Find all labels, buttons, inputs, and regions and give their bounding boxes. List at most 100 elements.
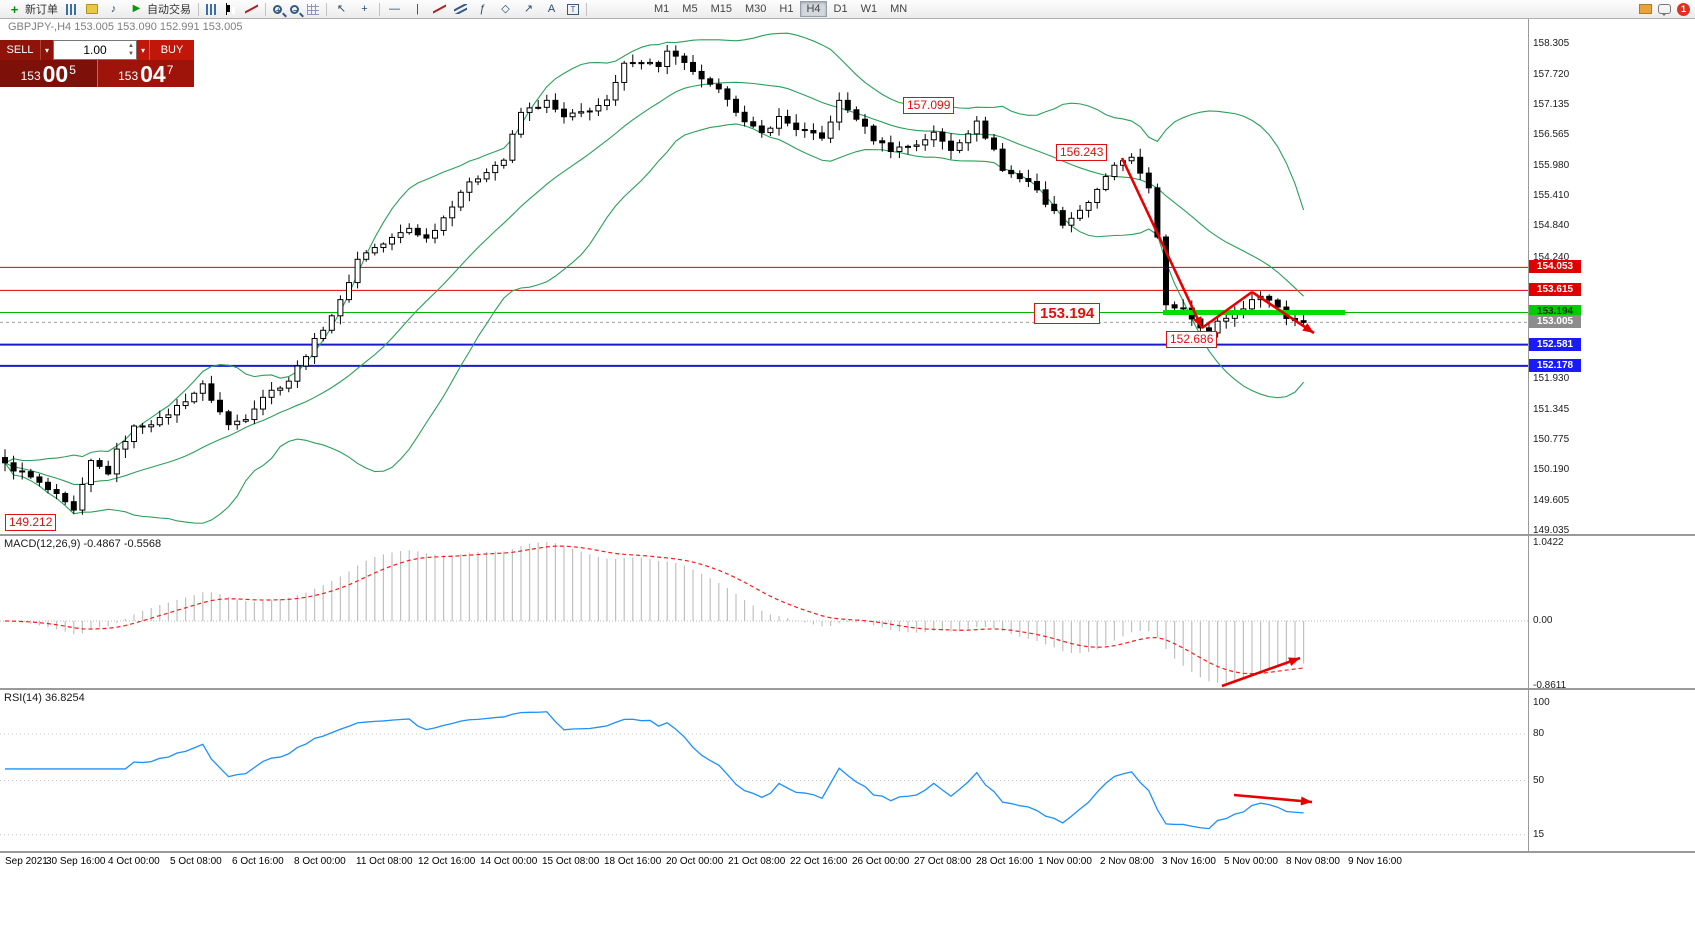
shapes-tool-button[interactable]: ◇ xyxy=(494,1,517,18)
crosshair-icon: + xyxy=(361,2,368,15)
arrows-tool-button[interactable]: ↗ xyxy=(517,1,540,18)
timeframe-M5[interactable]: M5 xyxy=(682,3,698,15)
timeframe-MN[interactable]: MN xyxy=(890,3,908,15)
new-order-button[interactable]: + 新订单 xyxy=(3,1,62,18)
stepper-up-icon[interactable]: ▲ xyxy=(128,43,134,49)
price-annotation-label[interactable]: 149.212 xyxy=(5,514,57,531)
new-chart-button[interactable] xyxy=(62,1,82,18)
time-axis-separator[interactable] xyxy=(0,851,1695,853)
timeframe-H1[interactable]: H1 xyxy=(779,3,794,15)
time-axis-label: 30 Sep 16:00 xyxy=(46,856,106,867)
timeframe-W1[interactable]: W1 xyxy=(860,3,878,15)
price-tag: 153.005 xyxy=(1529,315,1581,329)
community-icon[interactable] xyxy=(1639,4,1652,14)
zoom-out-button[interactable]: − xyxy=(286,1,303,18)
price-scale-label: 155.410 xyxy=(1533,190,1570,202)
rsi-scale-label: 100 xyxy=(1533,697,1550,708)
shapes-icon: ◇ xyxy=(501,2,510,15)
toolbar-right-group: 1 xyxy=(1639,2,1692,16)
sound-icon: ♪ xyxy=(110,2,117,15)
line-chart-type-button[interactable] xyxy=(241,1,262,18)
sell-chevron-down-icon[interactable]: ▾ xyxy=(40,40,53,60)
macd-scale-label: -0.8611 xyxy=(1533,679,1567,691)
time-axis-label: 5 Oct 08:00 xyxy=(170,856,222,867)
buy-price-sup: 7 xyxy=(166,63,174,77)
label-tool-button[interactable]: T xyxy=(563,1,583,18)
text-tool-button[interactable]: A xyxy=(540,1,563,18)
price-scale-label: 157.720 xyxy=(1533,68,1570,80)
timeframe-M30[interactable]: M30 xyxy=(744,3,767,15)
rsi-panel-separator[interactable] xyxy=(0,688,1695,690)
crosshair-button[interactable]: + xyxy=(353,1,376,18)
timeframe-M15[interactable]: M15 xyxy=(710,3,732,15)
buy-price-button[interactable]: 153 04 7 xyxy=(96,60,194,87)
autotrade-button[interactable]: ▶ 自动交易 xyxy=(125,1,195,18)
price-scale-label: 156.565 xyxy=(1533,129,1570,141)
notification-count-badge[interactable]: 1 xyxy=(1677,2,1690,16)
sell-price-prefix: 153 xyxy=(20,69,41,83)
cursor-button[interactable]: ↖ xyxy=(330,1,353,18)
sell-price-button[interactable]: 153 00 5 xyxy=(0,60,97,87)
channel-icon xyxy=(454,4,467,14)
hline-tool-button[interactable]: — xyxy=(383,1,406,18)
horizontal-lines xyxy=(0,266,1528,367)
price-annotation-label[interactable]: 157.099 xyxy=(903,97,955,114)
macd-indicator-label: MACD(12,26,9) -0.4867 -0.5568 xyxy=(4,538,162,550)
profiles-button[interactable] xyxy=(82,1,102,18)
one-click-trading-panel: SELL ▾ 1.00 ▲ ▼ ▾ BUY 153 00 5 153 04 7 xyxy=(0,40,194,87)
price-scale-label: 149.605 xyxy=(1533,495,1570,506)
price-tag: 152.581 xyxy=(1529,337,1581,351)
bar-chart-icon xyxy=(206,3,218,15)
price-annotation-label[interactable]: 153.194 xyxy=(1034,303,1101,324)
price-tag: 154.053 xyxy=(1529,260,1581,274)
buy-chevron-down-icon[interactable]: ▾ xyxy=(137,40,150,60)
time-axis-label: 27 Oct 08:00 xyxy=(914,856,972,867)
trendline-tool-button[interactable] xyxy=(429,1,450,18)
sound-button[interactable]: ♪ xyxy=(102,1,125,18)
macd-signal-line xyxy=(4,545,1304,675)
timeframe-M1[interactable]: M1 xyxy=(654,3,670,15)
vline-icon: | xyxy=(416,2,419,15)
stepper-down-icon[interactable]: ▼ xyxy=(128,51,134,57)
bollinger-bands xyxy=(4,32,1305,524)
grid-button[interactable] xyxy=(303,1,323,18)
price-scale-label: 151.930 xyxy=(1533,372,1570,384)
price-scale-label: 150.190 xyxy=(1533,464,1570,476)
toolbar-separator xyxy=(326,2,327,16)
time-axis-label: 28 Oct 16:00 xyxy=(976,856,1034,867)
new-order-label: 新订单 xyxy=(25,4,58,16)
volume-input[interactable]: 1.00 ▲ ▼ xyxy=(53,40,137,60)
time-axis-label: 21 Oct 08:00 xyxy=(728,856,786,867)
channel-tool-button[interactable] xyxy=(450,1,471,18)
price-tag: 153.194 xyxy=(1529,305,1581,319)
price-scale-label: 154.240 xyxy=(1533,251,1570,263)
chat-icon[interactable] xyxy=(1658,4,1671,16)
timeframe-toolbar: M1 M5 M15 M30 H1 H4 D1 W1 MN xyxy=(648,1,913,17)
volume-stepper[interactable]: ▲ ▼ xyxy=(128,42,134,58)
autotrade-play-icon: ▶ xyxy=(132,3,141,14)
autotrade-label: 自动交易 xyxy=(147,4,191,16)
timeframe-D1[interactable]: D1 xyxy=(833,3,848,15)
timeframe-H4[interactable]: H4 xyxy=(800,1,827,17)
cursor-icon: ↖ xyxy=(336,2,347,15)
line-chart-icon xyxy=(245,4,258,14)
macd-panel-separator[interactable] xyxy=(0,534,1695,536)
bar-chart-type-button[interactable] xyxy=(202,1,222,18)
macd-scale-label: 0.00 xyxy=(1533,615,1553,626)
price-annotation-label[interactable]: 156.243 xyxy=(1056,144,1108,161)
buy-price-big: 04 xyxy=(140,61,166,87)
time-axis-label: 2 Nov 08:00 xyxy=(1100,856,1154,867)
macd-scale-label: 1.0422 xyxy=(1533,536,1564,548)
candle-chart-type-button[interactable] xyxy=(222,1,241,18)
candle-chart-icon xyxy=(226,3,237,15)
sell-button[interactable]: SELL xyxy=(0,40,40,60)
fibonacci-tool-button[interactable]: ƒ xyxy=(471,1,494,18)
buy-price-prefix: 153 xyxy=(118,69,139,83)
buy-button[interactable]: BUY xyxy=(150,40,194,60)
price-annotation-label[interactable]: 152.686 xyxy=(1166,331,1218,348)
rsi-indicator-label: RSI(14) 36.8254 xyxy=(4,692,85,704)
main-toolbar: + 新订单 ♪ ▶ 自动交易 + − ↖ + — | ƒ ◇ ↗ A T M1 M… xyxy=(0,0,1695,19)
vline-tool-button[interactable]: | xyxy=(406,1,429,18)
zoom-in-button[interactable]: + xyxy=(269,1,286,18)
